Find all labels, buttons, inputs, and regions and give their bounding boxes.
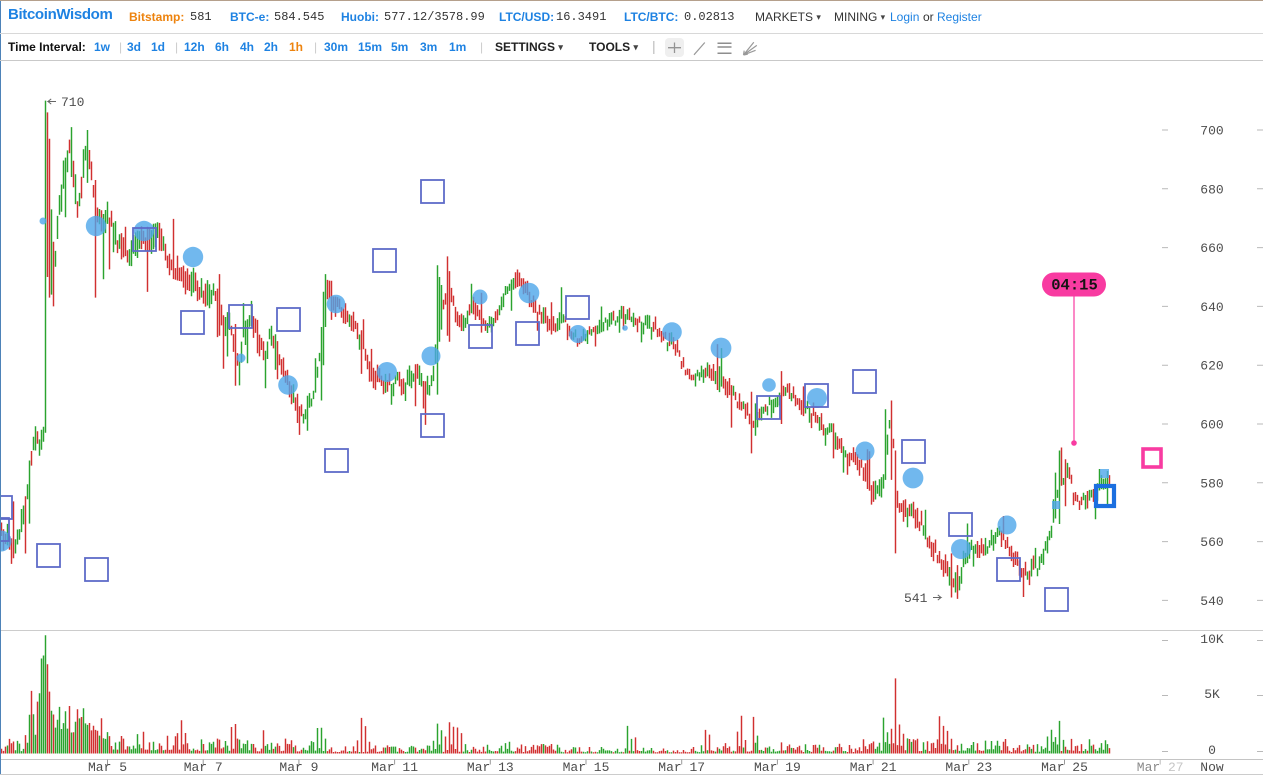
svg-text:541: 541 [904,591,928,606]
svg-text:580: 580 [1200,476,1223,491]
svg-text:540: 540 [1200,594,1223,609]
svg-text:Mar 9: Mar 9 [279,760,318,775]
svg-text:Mar 15: Mar 15 [563,760,610,775]
svg-text:700: 700 [1200,124,1223,139]
svg-text:Now: Now [1200,760,1224,775]
svg-text:Mar 25: Mar 25 [1041,760,1088,775]
svg-text:620: 620 [1200,359,1223,374]
svg-text:Mar 7: Mar 7 [184,760,223,775]
svg-text:10K: 10K [1200,632,1224,647]
svg-text:Mar 17: Mar 17 [658,760,705,775]
svg-text:Mar 11: Mar 11 [371,760,418,775]
svg-text:5K: 5K [1204,687,1220,702]
svg-text:Mar 5: Mar 5 [88,760,127,775]
svg-text:710: 710 [61,95,84,110]
svg-text:Mar 21: Mar 21 [850,760,897,775]
svg-text:560: 560 [1200,535,1223,550]
svg-text:680: 680 [1200,182,1223,197]
svg-text:Mar 23: Mar 23 [945,760,992,775]
svg-text:Mar 27: Mar 27 [1137,760,1184,775]
svg-text:Mar 19: Mar 19 [754,760,801,775]
svg-text:640: 640 [1200,300,1223,315]
svg-text:Mar 13: Mar 13 [467,760,514,775]
svg-text:04:15: 04:15 [1051,277,1098,295]
svg-text:660: 660 [1200,241,1223,256]
svg-text:600: 600 [1200,418,1223,433]
svg-text:0: 0 [1208,743,1216,758]
